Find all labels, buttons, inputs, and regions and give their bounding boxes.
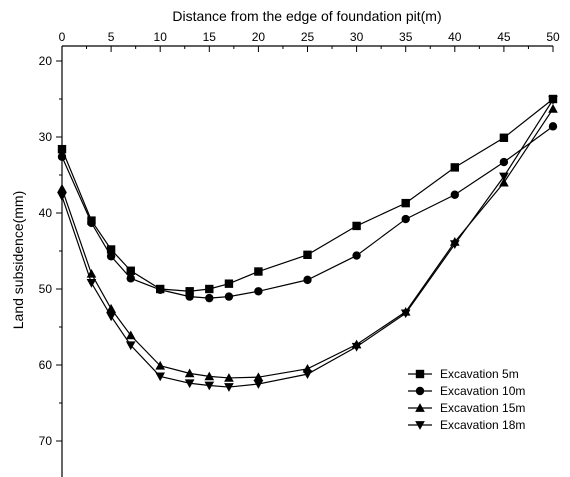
data-point [184,368,195,378]
x-tick-label: 10 [154,30,168,44]
series-line [61,98,554,292]
legend-marker [415,386,425,396]
legend-item-4: Excavation 18m [408,418,525,432]
x-tick-label: 5 [108,30,115,44]
y-tick-label: 60 [39,358,53,372]
data-point [184,379,195,389]
data-point [106,312,116,322]
legend-marker [415,403,425,412]
series-4 [57,95,558,392]
data-point [185,287,194,296]
series-layer [57,94,558,392]
data-point [400,309,411,319]
data-point [57,192,67,202]
data-point [303,275,312,285]
x-tick-label: 25 [301,30,315,44]
data-point [205,284,214,294]
data-point [204,381,215,391]
data-point [204,371,215,381]
y-tick-label: 20 [39,54,53,68]
data-point [254,267,263,276]
data-point [254,287,263,296]
data-point [125,341,136,351]
x-axis-title: Distance from the edge of foundation pit… [172,8,441,24]
data-point [253,380,264,389]
data-point [126,274,135,283]
x-tick-label: 0 [59,30,66,44]
data-point [499,157,509,167]
legend-marker [415,421,425,430]
data-point [185,292,194,301]
data-point [401,198,410,208]
x-tick-label: 20 [252,30,266,44]
legend-label: Excavation 15m [440,401,525,415]
data-point [499,133,509,142]
data-point [155,372,166,382]
y-tick-label: 70 [39,434,53,448]
data-point [57,144,67,154]
legend-label: Excavation 18m [440,418,525,432]
series-1 [57,94,558,296]
data-point [253,372,264,382]
legend-item-2: Excavation 10m [408,384,525,398]
data-point [401,214,410,224]
data-point [303,250,312,259]
data-point [57,183,67,193]
data-point [224,383,234,392]
data-point [155,360,166,370]
legend-item-3: Excavation 15m [408,401,525,415]
data-point [106,245,116,254]
data-point [156,285,165,294]
x-tick-label: 40 [448,30,462,44]
data-point [548,122,558,131]
x-tick-label: 45 [497,30,511,44]
data-point [57,152,67,161]
data-point [352,251,361,260]
data-point [106,252,116,261]
data-point [205,293,214,303]
y-tick-label: 30 [39,130,53,144]
data-point [125,330,136,340]
x-tick-label: 15 [203,30,217,44]
legend-label: Excavation 10m [440,384,525,398]
y-tick-label: 40 [39,206,53,220]
y-tick-label: 50 [39,282,53,296]
data-point [352,221,361,231]
x-tick-label: 50 [546,30,560,44]
x-tick-label: 30 [350,30,364,44]
x-tick-label: 35 [399,30,413,44]
data-point [87,218,96,228]
data-point [224,292,234,301]
data-point [351,342,362,352]
data-point [450,190,459,199]
data-point [450,163,459,172]
data-point [449,240,460,249]
series-3 [57,104,558,382]
legend-marker [415,369,425,379]
data-point [499,177,509,187]
data-point [548,104,558,113]
data-point [224,373,234,382]
legend-item-1: Excavation 5m [408,367,519,381]
data-point [126,266,135,275]
legend-label: Excavation 5m [440,367,519,381]
legend: Excavation 5m Excavation 10m Excavation 15… [408,367,525,432]
axes: 0 5 10 15 20 25 30 35 40 45 50 20 30 40 50 60 70 [39,30,560,477]
series-line [61,99,554,388]
data-point [224,279,234,288]
data-point [499,172,509,182]
data-point [548,95,558,105]
data-point [106,303,116,313]
series-2 [57,122,558,303]
data-point [86,279,97,288]
data-point [302,370,313,379]
y-axis-title: Land subsidence(mm) [10,191,26,330]
series-line [61,108,554,379]
